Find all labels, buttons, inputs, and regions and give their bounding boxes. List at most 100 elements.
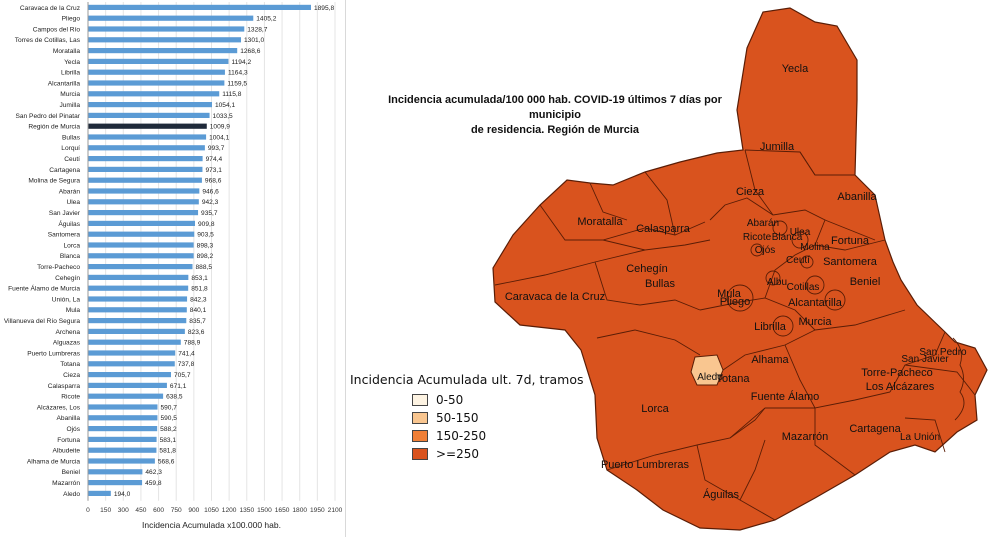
bar xyxy=(88,447,157,453)
x-tick-label: 1500 xyxy=(257,507,272,514)
value-label: 974,4 xyxy=(206,156,223,163)
value-label: 909,8 xyxy=(198,221,215,228)
map-label: Cartagena xyxy=(849,423,901,435)
map-label: Santomera xyxy=(823,256,878,268)
map-label: Abarán xyxy=(747,218,779,229)
bar xyxy=(88,156,203,162)
category-label: Jumilla xyxy=(59,102,80,109)
category-label: Campos del Río xyxy=(33,26,81,33)
map-label: Calasparra xyxy=(636,223,691,235)
category-label: Aledo xyxy=(63,491,80,498)
legend-label: 50-150 xyxy=(436,411,479,425)
map-label: Ojós xyxy=(755,245,776,256)
value-label: 1405,2 xyxy=(256,16,277,23)
map-label: Mula xyxy=(717,288,742,300)
map-legend: Incidencia Acumulada ult. 7d, tramos 0-5… xyxy=(350,372,584,463)
region-map: Yecla Jumilla Cieza Abarán Abanilla Calasparr… xyxy=(492,7,988,531)
category-label: Mazarrón xyxy=(52,480,80,487)
category-label: Bullas xyxy=(62,134,81,141)
map-label: San Pedro xyxy=(919,347,967,358)
category-label: Totana xyxy=(60,361,80,368)
x-tick-label: 0 xyxy=(86,507,90,514)
category-label: Archena xyxy=(55,329,80,336)
bar xyxy=(88,15,254,21)
value-label: 638,5 xyxy=(166,394,183,401)
bar xyxy=(88,188,200,194)
bar xyxy=(88,480,143,486)
category-label: Abanilla xyxy=(57,415,81,422)
value-label: 583,1 xyxy=(160,437,177,444)
category-label: Villanueva del Río Segura xyxy=(4,318,80,325)
bar xyxy=(88,177,202,183)
category-label: Albudeite xyxy=(53,448,81,455)
category-label: Murcia xyxy=(60,91,80,98)
category-label: Fuente Álamo de Murcia xyxy=(8,284,80,293)
bar xyxy=(88,231,195,237)
map-label: Caravaca de la Cruz xyxy=(505,291,605,303)
category-label: Alhama de Murcia xyxy=(27,458,80,465)
map-label: Librilla xyxy=(754,321,787,333)
category-label: Lorquí xyxy=(61,145,80,152)
value-label: 1054,1 xyxy=(215,102,236,109)
x-tick-label: 450 xyxy=(135,507,146,514)
value-label: 1268,6 xyxy=(240,48,261,55)
x-tick-label: 750 xyxy=(171,507,182,514)
aledo-shape[interactable] xyxy=(690,354,724,386)
map-label: Puerto Lumbreras xyxy=(601,459,690,471)
bar xyxy=(88,220,196,226)
category-label: San Javier xyxy=(49,210,81,217)
map-label: Murcia xyxy=(798,316,832,328)
map-label: Cieza xyxy=(736,186,765,198)
map-label: La Unión xyxy=(900,432,940,443)
x-tick-label: 300 xyxy=(118,507,129,514)
category-label: Blanca xyxy=(60,253,80,260)
bar xyxy=(88,58,229,64)
legend-swatch xyxy=(412,448,428,460)
category-label: Alcantarilla xyxy=(48,80,81,87)
map-label: Cotillas xyxy=(787,282,820,293)
x-tick-label: 1800 xyxy=(292,507,307,514)
value-label: 898,3 xyxy=(197,242,214,249)
category-label: Torre-Pacheco xyxy=(37,264,80,271)
map-label: Moratalla xyxy=(577,216,623,228)
bar xyxy=(88,274,189,280)
bar xyxy=(88,264,193,270)
bar xyxy=(88,210,199,216)
category-label: Santomera xyxy=(48,232,81,239)
category-label: Moratalla xyxy=(53,48,80,55)
value-label: 823,6 xyxy=(188,329,205,336)
map-label: Lorca xyxy=(641,403,669,415)
value-label: 737,8 xyxy=(178,361,195,368)
region-outline[interactable] xyxy=(492,7,988,531)
map-label: San Javier xyxy=(901,354,949,365)
value-label: 1033,5 xyxy=(213,113,234,120)
value-label: 946,6 xyxy=(202,188,219,195)
legend-item-0-50: 0-50 xyxy=(350,391,584,409)
category-label: Pliego xyxy=(62,16,81,23)
map-label: Fuente Álamo xyxy=(751,390,819,403)
legend-swatch xyxy=(412,430,428,442)
bar xyxy=(88,307,187,313)
value-label: 1301,0 xyxy=(244,37,265,44)
map-label: Pliego xyxy=(720,296,751,308)
value-label: 1895,8 xyxy=(314,5,335,12)
value-label: 581,8 xyxy=(159,448,176,455)
x-tick-label: 1050 xyxy=(204,507,219,514)
category-label: Yecla xyxy=(64,59,80,66)
value-label: 1115,8 xyxy=(222,91,242,98)
category-label: Águilas xyxy=(58,219,80,228)
bar xyxy=(88,328,185,334)
value-label: 788,9 xyxy=(184,340,201,347)
map-label: Aledo xyxy=(697,372,723,383)
value-label: 903,5 xyxy=(197,232,214,239)
map-label: Beniel xyxy=(850,276,881,288)
bar xyxy=(88,361,175,367)
bar xyxy=(88,339,181,345)
municipal-borders xyxy=(494,149,976,521)
category-label: Torres de Cotillas, Las xyxy=(15,37,81,44)
value-label: 194,0 xyxy=(114,491,131,498)
value-label: 840,1 xyxy=(190,307,207,314)
category-label: Molina de Segura xyxy=(28,178,80,185)
bar xyxy=(88,199,199,205)
map-label: Ceutí xyxy=(786,255,810,266)
